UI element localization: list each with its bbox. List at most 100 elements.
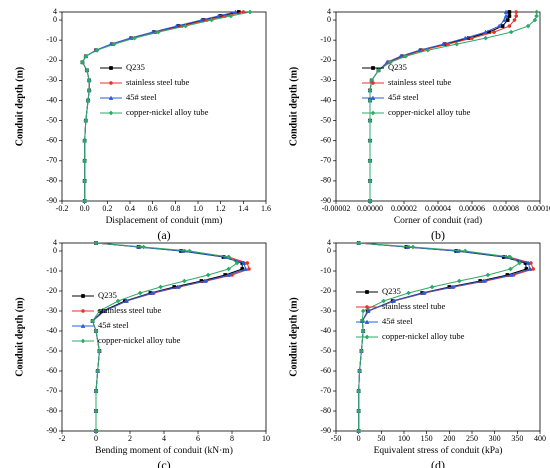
marker (496, 23, 502, 28)
marker (209, 17, 215, 23)
marker (507, 14, 512, 18)
x-axis-label: Equivalent stress of conduit (kPa) (374, 445, 503, 456)
marker (158, 284, 164, 290)
y-tick-label: -90 (46, 196, 57, 205)
marker (241, 260, 247, 265)
x-axis-label: Bending moment of conduit (kN·m) (95, 445, 233, 456)
panel: -50 0 50 100 150 200 250 300 350 400 -90 -80 -70 -60 -… (288, 238, 546, 468)
marker (111, 41, 117, 47)
marker (356, 408, 362, 414)
marker (82, 198, 88, 204)
marker (181, 278, 187, 284)
marker (534, 9, 540, 15)
y-tick-label: 4 (53, 238, 57, 247)
marker (367, 198, 373, 204)
x-tick-label: 0.0 (80, 204, 90, 213)
marker (83, 118, 89, 124)
x-tick-label: 50 (377, 434, 385, 443)
y-tick-label: -10 (320, 35, 331, 44)
marker (86, 77, 92, 83)
marker (367, 158, 373, 164)
legend-label: copper-nickel alloy tube (98, 335, 181, 345)
marker (96, 308, 102, 314)
marker (525, 260, 531, 265)
marker (364, 319, 370, 324)
legend-label: Q235 (126, 62, 145, 72)
marker (96, 348, 102, 354)
marker (483, 35, 489, 41)
y-tick-label: 4 (327, 7, 331, 16)
y-tick-label: 4 (53, 7, 57, 16)
x-tick-label: 6 (196, 434, 200, 443)
x-tick-label: 0.00000 (357, 204, 383, 213)
marker (508, 272, 514, 277)
y-tick-label: -40 (320, 326, 331, 335)
y-tick-label: -50 (46, 346, 57, 355)
marker (82, 178, 88, 184)
y-tick-label: -60 (320, 136, 331, 145)
marker (202, 278, 208, 283)
marker (501, 17, 507, 22)
marker (234, 260, 240, 266)
x-tick-label: -50 (331, 434, 342, 443)
marker (205, 272, 211, 278)
x-tick-label: 0.6 (148, 204, 158, 213)
y-tick-label: 0 (53, 15, 57, 24)
x-tick-label: 1.2 (216, 204, 226, 213)
marker (531, 267, 536, 271)
x-tick-label: 0.00010 (527, 204, 550, 213)
marker (376, 67, 381, 73)
y-tick-label: -40 (46, 95, 57, 104)
x-tick-label: 0.00008 (493, 204, 519, 213)
x-tick-label: 250 (466, 434, 478, 443)
marker (507, 10, 512, 14)
marker (507, 254, 513, 260)
x-tick-label: 4 (162, 434, 166, 443)
marker (86, 87, 92, 93)
marker (80, 338, 86, 344)
marker (470, 36, 474, 40)
marker (492, 30, 496, 34)
y-tick-label: -80 (46, 406, 57, 415)
marker (456, 278, 462, 284)
marker (82, 138, 88, 144)
y-tick-label: -60 (320, 366, 331, 375)
y-tick-label: -60 (46, 366, 57, 375)
legend: Q235 stainless steel tube 45# steel copper-… (356, 286, 465, 341)
y-tick-label: 4 (327, 238, 331, 247)
marker (187, 248, 192, 254)
marker (406, 290, 411, 296)
marker (500, 24, 505, 28)
marker (517, 260, 523, 266)
marker (440, 41, 446, 47)
panel-label: (d) (431, 458, 445, 468)
marker (85, 98, 91, 103)
x-tick-label: 0.2 (102, 204, 112, 213)
panel-label: (c) (157, 458, 170, 468)
x-tick-label: -0.00002 (322, 204, 351, 213)
legend-label: copper-nickel alloy tube (382, 331, 465, 341)
marker (364, 334, 370, 340)
legend-label: stainless steel tube (388, 77, 451, 87)
marker (525, 23, 531, 29)
marker (81, 309, 85, 313)
marker (384, 59, 390, 65)
marker (507, 24, 512, 28)
marker (505, 18, 510, 22)
marker (115, 298, 121, 304)
marker (356, 388, 362, 394)
x-tick-label: 0.00006 (459, 204, 485, 213)
marker (175, 284, 180, 289)
legend-label: stainless steel tube (382, 301, 445, 311)
marker (485, 272, 491, 278)
marker (365, 290, 369, 294)
marker (81, 294, 85, 298)
y-tick-label: -20 (320, 286, 331, 295)
marker (226, 266, 232, 272)
legend-label: 45# steel (126, 92, 157, 102)
y-tick-label: -30 (320, 75, 331, 84)
marker (367, 178, 373, 184)
marker (83, 53, 89, 59)
marker (449, 284, 455, 289)
marker (94, 47, 100, 53)
